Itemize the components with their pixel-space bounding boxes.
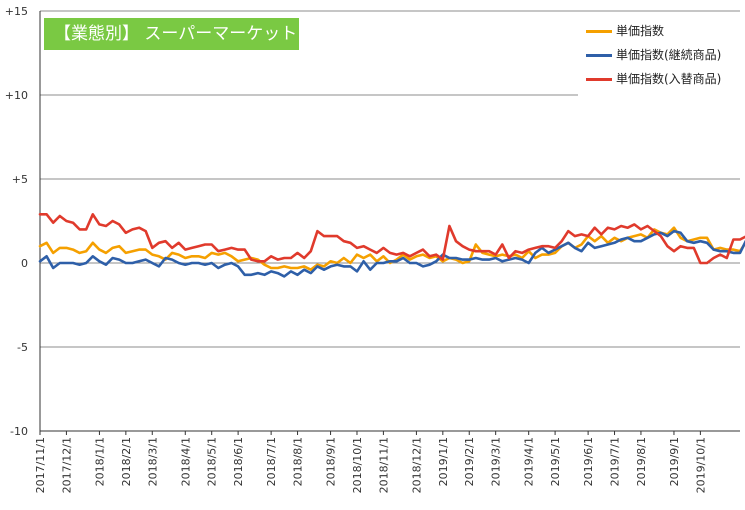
x-tick-label: 2019/4/1 [523, 437, 536, 486]
series-line-0 [38, 226, 745, 272]
legend-label: 単価指数(継続商品) [616, 48, 722, 62]
x-tick-label: 2018/9/1 [325, 437, 338, 486]
x-tick-label: 2019/2/1 [463, 437, 476, 486]
y-tick-label: -10 [10, 425, 28, 438]
x-tick-label: 2017/11/1 [34, 437, 47, 493]
legend: 単価指数 単価指数(継続商品) 単価指数(入替商品) [578, 16, 745, 96]
x-tick-label: 2018/10/1 [351, 437, 364, 493]
legend-swatch [586, 30, 612, 33]
x-tick-label: 2019/8/1 [635, 437, 648, 486]
x-tick-label: 2018/6/1 [232, 437, 245, 486]
x-tick-label: 2017/12/1 [60, 437, 73, 493]
x-tick-label: 2018/7/1 [265, 437, 278, 486]
axes [39, 11, 740, 435]
series-lines [38, 213, 745, 278]
x-tick-labels: 2017/11/1 2017/12/1 2018/1/1 2018/2/1 2018/3… [34, 437, 707, 493]
x-tick-label: 2019/3/1 [490, 437, 503, 486]
x-tick-label: 2018/11/1 [377, 437, 390, 493]
y-tick-label: +10 [5, 89, 28, 102]
x-tick-label: 2018/1/1 [93, 437, 106, 486]
x-tick-label: 2019/1/1 [437, 437, 450, 486]
y-tick-labels: +15 +10 +5 0 -5 -10 [5, 5, 28, 438]
legend-swatch [586, 78, 612, 81]
x-tick-label: 2019/10/1 [694, 437, 707, 493]
legend-label: 単価指数 [616, 24, 665, 38]
x-tick-label: 2019/6/1 [582, 437, 595, 486]
x-tick-label: 2018/5/1 [206, 437, 219, 486]
series-line-2 [38, 213, 745, 265]
legend-swatch [586, 54, 612, 57]
y-tick-label: -5 [17, 341, 28, 354]
chart-title: 【業態別】 スーパーマーケット [44, 18, 299, 50]
x-tick-label: 2018/3/1 [146, 437, 159, 486]
x-tick-label: 2018/2/1 [120, 437, 133, 486]
x-tick-label: 2018/8/1 [292, 437, 305, 486]
y-tick-label: +15 [5, 5, 28, 18]
x-tick-label: 2018/12/1 [410, 437, 423, 493]
x-tick-label: 2019/5/1 [549, 437, 562, 486]
x-tick-label: 2019/9/1 [668, 437, 681, 486]
series-line-1 [38, 229, 745, 278]
legend-label: 単価指数(入替商品) [616, 72, 722, 86]
y-tick-label: 0 [21, 257, 28, 270]
y-tick-label: +5 [12, 173, 28, 186]
x-tick-label: 2019/7/1 [609, 437, 622, 486]
x-tick-label: 2018/4/1 [179, 437, 192, 486]
